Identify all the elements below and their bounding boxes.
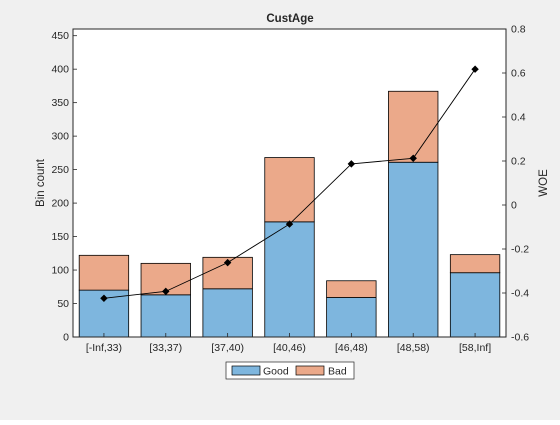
legend-label-bad: Bad — [328, 366, 347, 378]
legend-swatch-bad — [295, 365, 325, 376]
woe-point-3 — [285, 220, 294, 228]
woe-point-6 — [471, 65, 479, 73]
x-tick-label: [-Inf,33) — [86, 342, 122, 354]
left-axis-ticks: 0 50 100 150 200 250 300 350 400 450 — [51, 30, 77, 344]
left-tick-label: 400 — [51, 64, 69, 76]
right-tick-label: -0.2 — [511, 244, 529, 256]
legend-label-good: Good — [263, 366, 289, 378]
legend: Good Bad — [225, 361, 355, 380]
x-tick-label: [48,58) — [397, 342, 430, 354]
x-axis-ticks: [-Inf,33) [33,37) [37,40) [40,46) [46,48) [48… — [86, 333, 491, 354]
bar-good-4 — [326, 297, 377, 338]
bar-good-6 — [449, 272, 501, 338]
woe-point-4 — [347, 160, 356, 168]
left-tick-label: 100 — [51, 265, 69, 277]
x-tick-label: [33,37) — [149, 342, 182, 354]
bar-bad-0 — [78, 254, 130, 291]
left-tick-label: 150 — [51, 231, 69, 243]
bar-bad-4 — [326, 280, 377, 298]
woe-point-0 — [100, 294, 108, 303]
bar-bad-3 — [264, 157, 315, 223]
bar-bad-6 — [449, 254, 501, 274]
right-axis-ticks: -0.6 -0.4 -0.2 0 0.2 0.4 0.6 0.8 — [502, 24, 529, 344]
chart-title: CustAge — [266, 13, 313, 25]
bar-good-5 — [388, 161, 439, 338]
left-tick-label: 300 — [51, 131, 69, 143]
right-tick-label: 0.4 — [511, 112, 526, 124]
left-tick-label: 50 — [57, 298, 69, 310]
woe-point-5 — [409, 154, 417, 163]
left-tick-label: 0 — [63, 332, 69, 344]
x-tick-label: [40,46) — [273, 342, 306, 354]
right-tick-label: 0.8 — [511, 24, 526, 36]
bar-good-3 — [264, 221, 315, 338]
left-tick-label: 250 — [51, 164, 69, 176]
right-tick-label: 0 — [511, 200, 517, 212]
right-tick-label: -0.6 — [511, 332, 529, 344]
left-tick-label: 350 — [51, 97, 69, 109]
x-tick-label: [37,40) — [211, 342, 244, 354]
woe-point-2 — [223, 258, 232, 267]
woe-line-group — [100, 65, 479, 303]
left-tick-label: 450 — [51, 30, 69, 42]
y-axis-label-right: WOE — [538, 169, 550, 197]
bar-group — [78, 90, 501, 338]
bar-bad-5 — [388, 90, 439, 163]
right-tick-label: -0.4 — [511, 288, 529, 300]
bar-good-1 — [140, 294, 191, 338]
y-axis-label-left: Bin count — [35, 158, 47, 207]
right-tick-label: 0.2 — [511, 156, 526, 168]
legend-swatch-good — [231, 365, 261, 376]
x-tick-label: [46,48) — [335, 342, 368, 354]
bar-good-2 — [202, 288, 253, 338]
right-tick-label: 0.6 — [511, 68, 526, 80]
left-tick-label: 200 — [51, 198, 69, 210]
woe-point-1 — [162, 287, 170, 296]
x-tick-label: [58,Inf] — [459, 342, 491, 354]
